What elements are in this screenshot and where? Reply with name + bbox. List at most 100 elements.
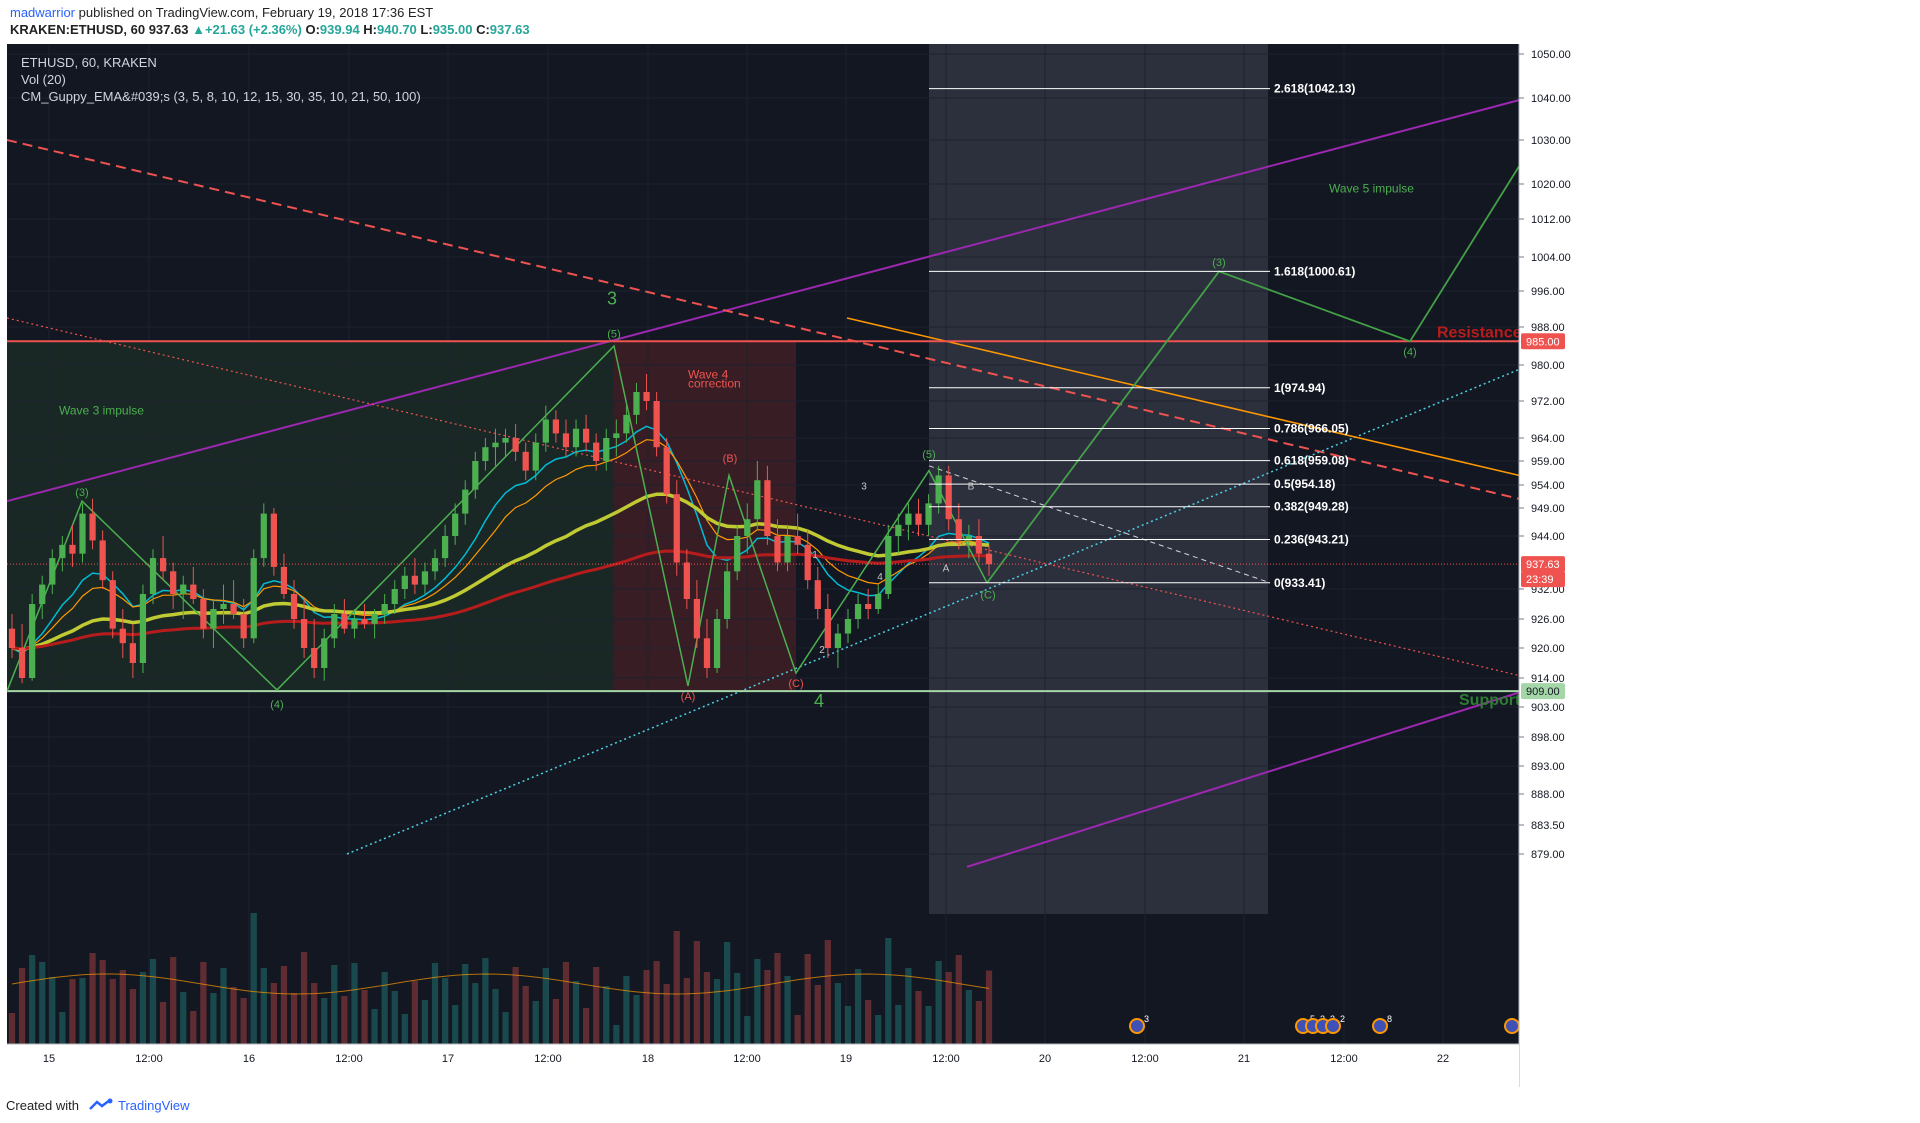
candles-layer xyxy=(8,374,993,684)
price-tick-label: 920.00 xyxy=(1531,643,1565,655)
candle-body xyxy=(703,638,711,668)
candle-body xyxy=(59,544,66,559)
candle-body xyxy=(452,513,459,536)
candle-body xyxy=(421,571,429,585)
volume-bar xyxy=(774,953,781,1044)
volume-bar xyxy=(804,954,811,1044)
candle-body xyxy=(885,536,892,594)
trendlines-layer xyxy=(7,99,1520,868)
price-tick-label: 964.00 xyxy=(1531,433,1565,445)
candle-body xyxy=(482,447,489,461)
created-with-label: Created with xyxy=(6,1098,79,1113)
event-count: 8 xyxy=(1387,1014,1392,1024)
volume-bar xyxy=(875,1015,882,1044)
volume-bar xyxy=(633,995,640,1044)
volume-bar xyxy=(955,955,962,1044)
price-tick-label: 879.00 xyxy=(1531,849,1565,861)
time-tick-label: 12:00 xyxy=(733,1053,761,1065)
candle-body xyxy=(260,513,267,559)
volume-bar xyxy=(300,952,308,1044)
candle-body xyxy=(371,614,378,624)
volume-bar xyxy=(975,1001,983,1044)
author-link[interactable]: madwarrior xyxy=(10,5,76,20)
volume-bar xyxy=(270,983,277,1044)
candle-body xyxy=(834,633,842,648)
candle-body xyxy=(593,442,600,461)
price-tick-label: 926.00 xyxy=(1531,614,1565,626)
volume-bar xyxy=(542,968,549,1044)
price-tick-label: 972.00 xyxy=(1531,396,1565,408)
low-label: L: xyxy=(420,22,433,37)
top-header: madwarrior published on TradingView.com,… xyxy=(0,0,1920,44)
wave-point-B: (B) xyxy=(723,453,738,465)
volume-bar xyxy=(724,942,731,1044)
candle-body xyxy=(240,614,247,639)
volume-ma xyxy=(11,973,990,995)
price-badge-label: 23:39 xyxy=(1526,574,1554,586)
volume-bar xyxy=(502,1012,509,1044)
price-tick-label: 903.00 xyxy=(1531,702,1565,714)
candle-body xyxy=(29,604,36,678)
price-tick-label: 898.00 xyxy=(1531,732,1565,744)
volume-bar xyxy=(482,958,489,1044)
volume-bar xyxy=(452,1005,459,1044)
volume-bar xyxy=(754,959,761,1044)
time-tick-label: 18 xyxy=(642,1053,654,1065)
open-label: O: xyxy=(305,22,320,37)
volume-bar xyxy=(593,967,600,1044)
volume-bar xyxy=(391,991,398,1044)
time-tick-label: 12:00 xyxy=(1131,1053,1159,1065)
candle-body xyxy=(713,619,721,668)
volume-bar xyxy=(421,1000,429,1044)
chart-svg[interactable]: 2.618(1042.13) 1.618(1000.61) 1(974.94) 0.7… xyxy=(7,44,1913,1087)
candle-body xyxy=(300,619,308,648)
candle-body xyxy=(280,566,288,594)
candle-body xyxy=(925,503,932,525)
candle-body xyxy=(311,648,318,668)
candle-body xyxy=(764,480,771,536)
candle-body xyxy=(99,540,106,581)
time-tick-label: 21 xyxy=(1238,1053,1250,1065)
price-badge-label: 909.00 xyxy=(1526,686,1560,698)
tradingview-link[interactable]: TradingView xyxy=(118,1098,190,1113)
subwave-B: B xyxy=(968,482,975,493)
candle-body xyxy=(905,513,912,525)
candle-body xyxy=(532,442,539,471)
wave-point-C: (C) xyxy=(788,678,803,690)
price-badge-bg xyxy=(1521,333,1565,350)
event-count: 3 xyxy=(1144,1014,1149,1024)
red-dashed-trendline xyxy=(7,139,1520,500)
candle-body xyxy=(170,571,177,594)
volume-bar xyxy=(29,955,36,1044)
price-badge-label: 985.00 xyxy=(1526,336,1560,348)
volume-bar xyxy=(180,992,187,1044)
candle-body xyxy=(754,480,761,520)
candle-body xyxy=(693,599,701,639)
candle-body xyxy=(854,604,862,619)
fib-level-label: 2.618(1042.13) xyxy=(1274,82,1355,96)
time-axis-bg xyxy=(7,1044,1519,1087)
price-tick-label: 1020.00 xyxy=(1531,179,1571,191)
volume-bar xyxy=(260,968,267,1044)
chart-area[interactable]: 2.618(1042.13) 1.618(1000.61) 1(974.94) 0.7… xyxy=(7,44,1913,1087)
fib-zone xyxy=(929,44,1268,914)
price-tick-label: 959.00 xyxy=(1531,456,1565,468)
volume-bar xyxy=(220,968,227,1044)
price-tick-label: 954.00 xyxy=(1531,480,1565,492)
subwave-C: (C) xyxy=(980,590,995,602)
white-dashed-line xyxy=(928,465,1271,584)
purple-channel-top xyxy=(7,99,1520,503)
price-tick-label: 1004.00 xyxy=(1531,252,1571,264)
volume-bar xyxy=(331,965,338,1044)
subwave-5: (5) xyxy=(922,449,935,461)
ohlc-line: KRAKEN:ETHUSD, 60 937.63 ▲+21.63 (+2.36%… xyxy=(10,22,530,37)
price-tick-label: 996.00 xyxy=(1531,286,1565,298)
volume-bar xyxy=(311,983,318,1044)
candle-body xyxy=(865,604,872,609)
volume-bar xyxy=(129,989,136,1044)
volume-bar xyxy=(39,962,46,1044)
volume-bar xyxy=(824,940,831,1044)
volume-bar xyxy=(170,957,177,1044)
candle-body xyxy=(653,401,660,448)
